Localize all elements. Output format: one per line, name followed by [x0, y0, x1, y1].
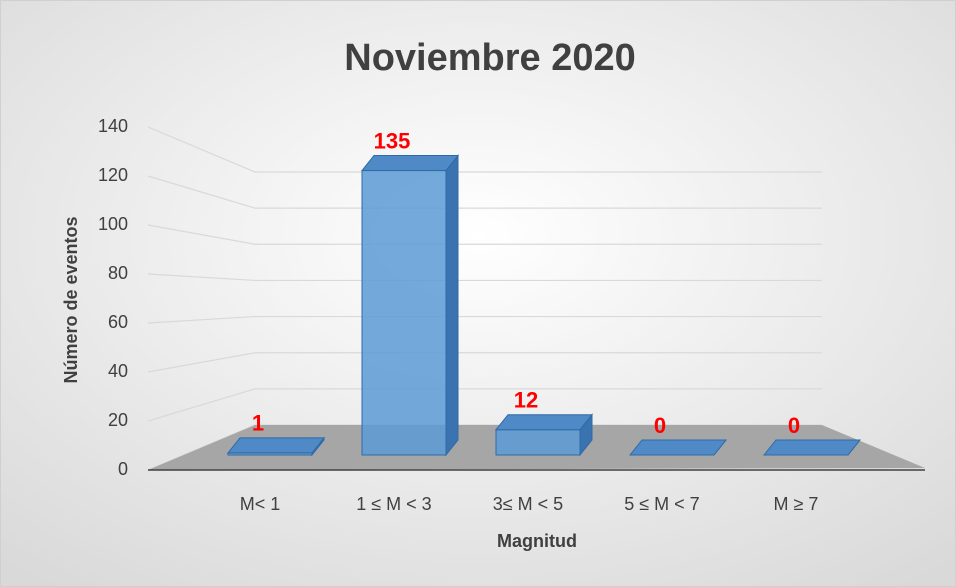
x-tick-label: 3≤ M < 5 [493, 494, 563, 514]
grid-line [147, 273, 822, 282]
x-tick-label: M ≥ 7 [774, 494, 819, 514]
chart-title: Noviembre 2020 [344, 37, 636, 79]
bar-top [628, 439, 728, 456]
x-tick-label: 5 ≤ M < 7 [624, 494, 699, 514]
value-label: 0 [654, 413, 666, 438]
y-tick-label: 0 [118, 459, 128, 479]
grid-line [147, 315, 822, 324]
y-tick-label: 40 [108, 361, 128, 381]
grid-line [147, 126, 822, 173]
y-tick-label: 100 [98, 214, 128, 234]
value-label: 12 [514, 388, 538, 413]
y-tick-label: 60 [108, 312, 128, 332]
grid-line [147, 175, 822, 209]
grid-line [147, 224, 822, 245]
value-label: 135 [374, 128, 411, 153]
x-tick-label: M< 1 [240, 494, 281, 514]
y-tick-label: 140 [98, 116, 128, 136]
y-axis-label: Número de eventos [61, 216, 81, 383]
bar-top [494, 414, 594, 431]
bar-front [495, 429, 581, 456]
bar-top [762, 439, 862, 456]
x-axis-label: Magnitud [497, 531, 577, 551]
x-tick-label: 1 ≤ M < 3 [356, 494, 431, 514]
bar-top [360, 155, 460, 172]
value-label: 0 [788, 413, 800, 438]
bar-side [445, 154, 459, 457]
y-tick-label: 20 [108, 410, 128, 430]
grid-line [147, 352, 822, 373]
bar-top [226, 437, 326, 454]
value-label: 1 [252, 411, 264, 436]
y-tick-label: 120 [98, 165, 128, 185]
y-tick-label: 80 [108, 263, 128, 283]
grid-line [147, 388, 822, 422]
bar-front [361, 170, 447, 456]
